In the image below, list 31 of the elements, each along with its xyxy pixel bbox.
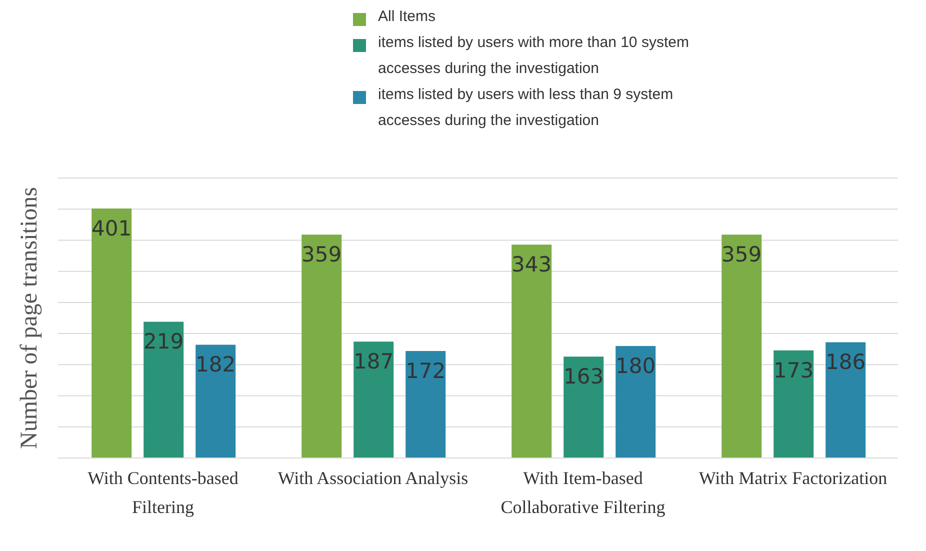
data-label: 173 [774, 358, 814, 382]
bar [92, 208, 132, 458]
x-tick-label: With Item-based Collaborative Filtering [500, 468, 666, 517]
data-label: 172 [406, 358, 446, 383]
y-axis-title: Number of page transitions [16, 187, 43, 449]
bar [302, 234, 342, 458]
bar [774, 350, 814, 458]
data-label: 180 [616, 354, 656, 378]
data-label: 219 [144, 330, 184, 354]
legend-label: All Items [378, 7, 436, 27]
bar [722, 234, 762, 458]
x-tick-label: With Association Analysis [278, 468, 468, 488]
data-label: 187 [354, 350, 394, 374]
data-label: 163 [564, 364, 604, 388]
bar [354, 342, 394, 458]
data-label: 359 [722, 242, 762, 267]
data-label: 186 [826, 350, 866, 374]
bar [406, 350, 446, 458]
bar [196, 344, 236, 458]
bar [144, 322, 184, 458]
data-label: 359 [302, 242, 342, 267]
bar [512, 244, 552, 458]
data-label: 343 [512, 252, 552, 276]
bar [564, 356, 604, 458]
data-label: 182 [196, 352, 236, 377]
bar [826, 342, 866, 458]
x-tick-label: With Contents-based Filtering [88, 468, 238, 517]
legend-label: items listed by users with less than 9 system accesses during the investigation [378, 85, 674, 131]
data-label: 401 [92, 216, 132, 240]
bar [616, 346, 656, 458]
x-tick-label: With Matrix Factorization [698, 468, 888, 488]
